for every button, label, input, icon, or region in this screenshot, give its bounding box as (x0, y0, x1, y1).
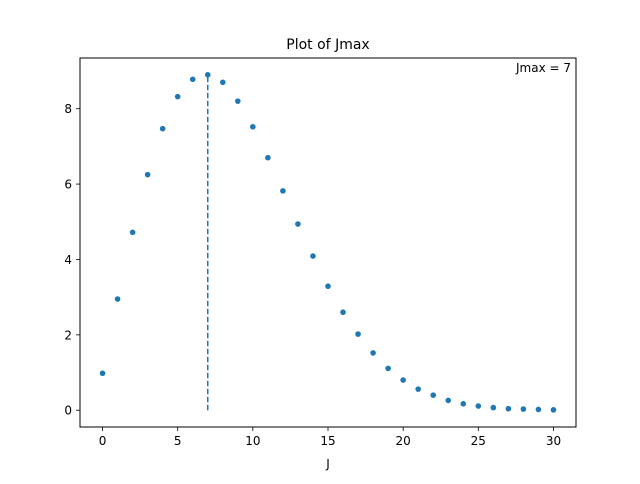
data-point (475, 403, 482, 409)
data-point (400, 377, 406, 383)
data-point (235, 98, 241, 104)
x-tick-label: 5 (174, 434, 182, 448)
data-point (445, 397, 452, 404)
data-point (295, 221, 301, 227)
data-point (250, 123, 256, 130)
data-point (460, 401, 467, 407)
y-tick-label: 2 (64, 328, 72, 342)
x-tick-label: 25 (471, 434, 486, 448)
x-tick-label: 0 (99, 434, 107, 448)
data-point (550, 407, 557, 413)
x-tick-label: 15 (320, 434, 335, 448)
data-point (204, 71, 211, 78)
plot-area (99, 71, 557, 413)
data-point (370, 350, 376, 356)
data-point (415, 386, 421, 392)
x-tick-label: 30 (546, 434, 561, 448)
y-tick-label: 6 (64, 178, 72, 192)
data-point (144, 171, 151, 178)
y-tick-label: 0 (64, 404, 72, 418)
data-point (325, 283, 331, 290)
jmax-annotation: Jmax = 7 (515, 61, 571, 75)
data-point (535, 406, 542, 413)
data-point (280, 188, 286, 194)
data-point (430, 392, 437, 398)
data-point (310, 253, 316, 259)
data-point (174, 93, 181, 100)
data-point (219, 79, 226, 86)
data-point (490, 404, 497, 411)
data-point (505, 405, 512, 412)
chart-title: Plot of Jmax (286, 37, 369, 53)
y-axis: 0 2 4 6 8 (64, 102, 80, 418)
x-axis: 0 5 10 15 20 25 30 (99, 427, 561, 448)
data-point (265, 154, 271, 161)
x-tick-label: 20 (396, 434, 411, 448)
x-axis-label: J (325, 457, 330, 471)
data-point (114, 296, 121, 302)
data-point (385, 365, 391, 372)
data-point (189, 76, 196, 83)
data-point (129, 229, 136, 236)
data-point (159, 125, 166, 132)
x-tick-label: 10 (245, 434, 260, 448)
y-tick-label: 8 (64, 102, 72, 116)
data-point (340, 309, 346, 316)
data-point (99, 370, 106, 377)
data-point (520, 406, 527, 412)
y-tick-label: 4 (64, 253, 72, 267)
data-point (355, 331, 361, 337)
